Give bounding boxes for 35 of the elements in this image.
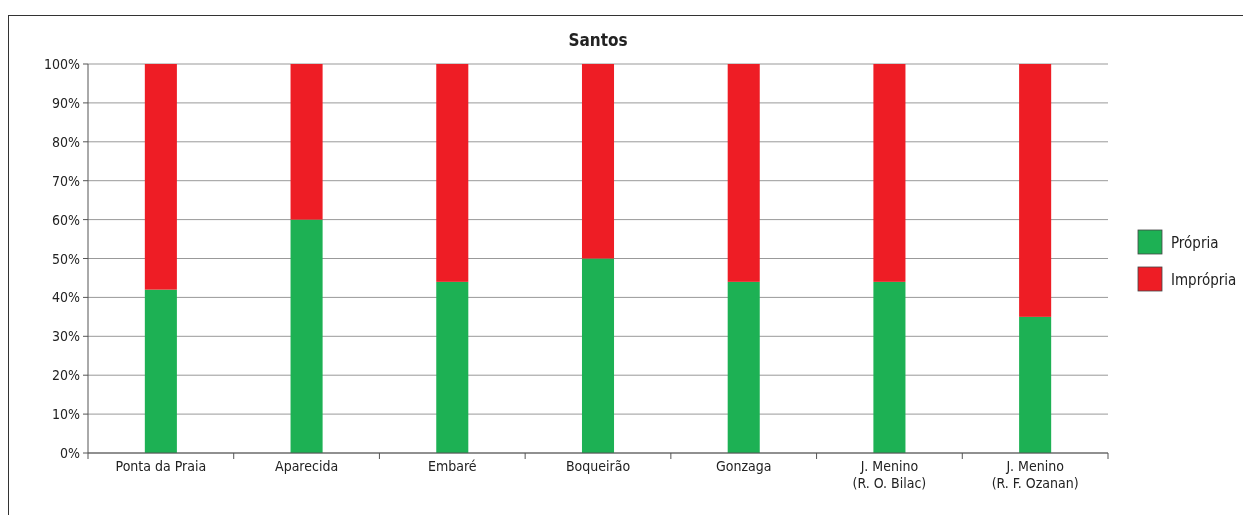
y-tick-label: 10% (52, 406, 81, 423)
y-tick-label: 100% (43, 56, 81, 72)
bar (144, 289, 177, 453)
y-tick-label: 90% (52, 94, 81, 111)
bar (581, 64, 615, 259)
legend-label: Imprópria (1171, 271, 1237, 289)
x-tick-label: J. Menino (R. O. Bilac) (852, 458, 927, 491)
x-tick-label: Boqueirão (565, 458, 631, 474)
bar (290, 219, 323, 453)
y-tick-label: 0% (60, 445, 81, 461)
y-tick-label: 40% (52, 289, 81, 306)
y-tick-label: 20% (52, 367, 81, 384)
y-tick-label: 70% (52, 172, 81, 189)
y-tick-label: 50% (52, 250, 81, 267)
bar (1019, 64, 1052, 317)
x-tick-label: Aparecida (275, 458, 339, 474)
y-tick-label: 80% (52, 133, 81, 150)
x-tick-label: Ponta da Praia (115, 458, 207, 474)
y-tick-label: 30% (52, 328, 81, 345)
legend-label: Própria (1171, 234, 1219, 252)
bar (1019, 316, 1052, 453)
x-tick-label: Embaré (428, 458, 477, 474)
bar (581, 258, 615, 453)
y-tick-label: 60% (52, 211, 81, 228)
bar (436, 64, 469, 282)
bar (290, 64, 323, 220)
x-tick-label: Gonzaga (715, 458, 772, 474)
bar (873, 64, 906, 282)
bar (727, 281, 760, 453)
bar (727, 64, 760, 282)
chart-title: Santos (568, 30, 628, 50)
bar (436, 281, 469, 453)
x-tick-label: J. Menino (R. F. Ozanan) (991, 458, 1079, 491)
bar (144, 64, 177, 290)
bar (873, 281, 906, 453)
